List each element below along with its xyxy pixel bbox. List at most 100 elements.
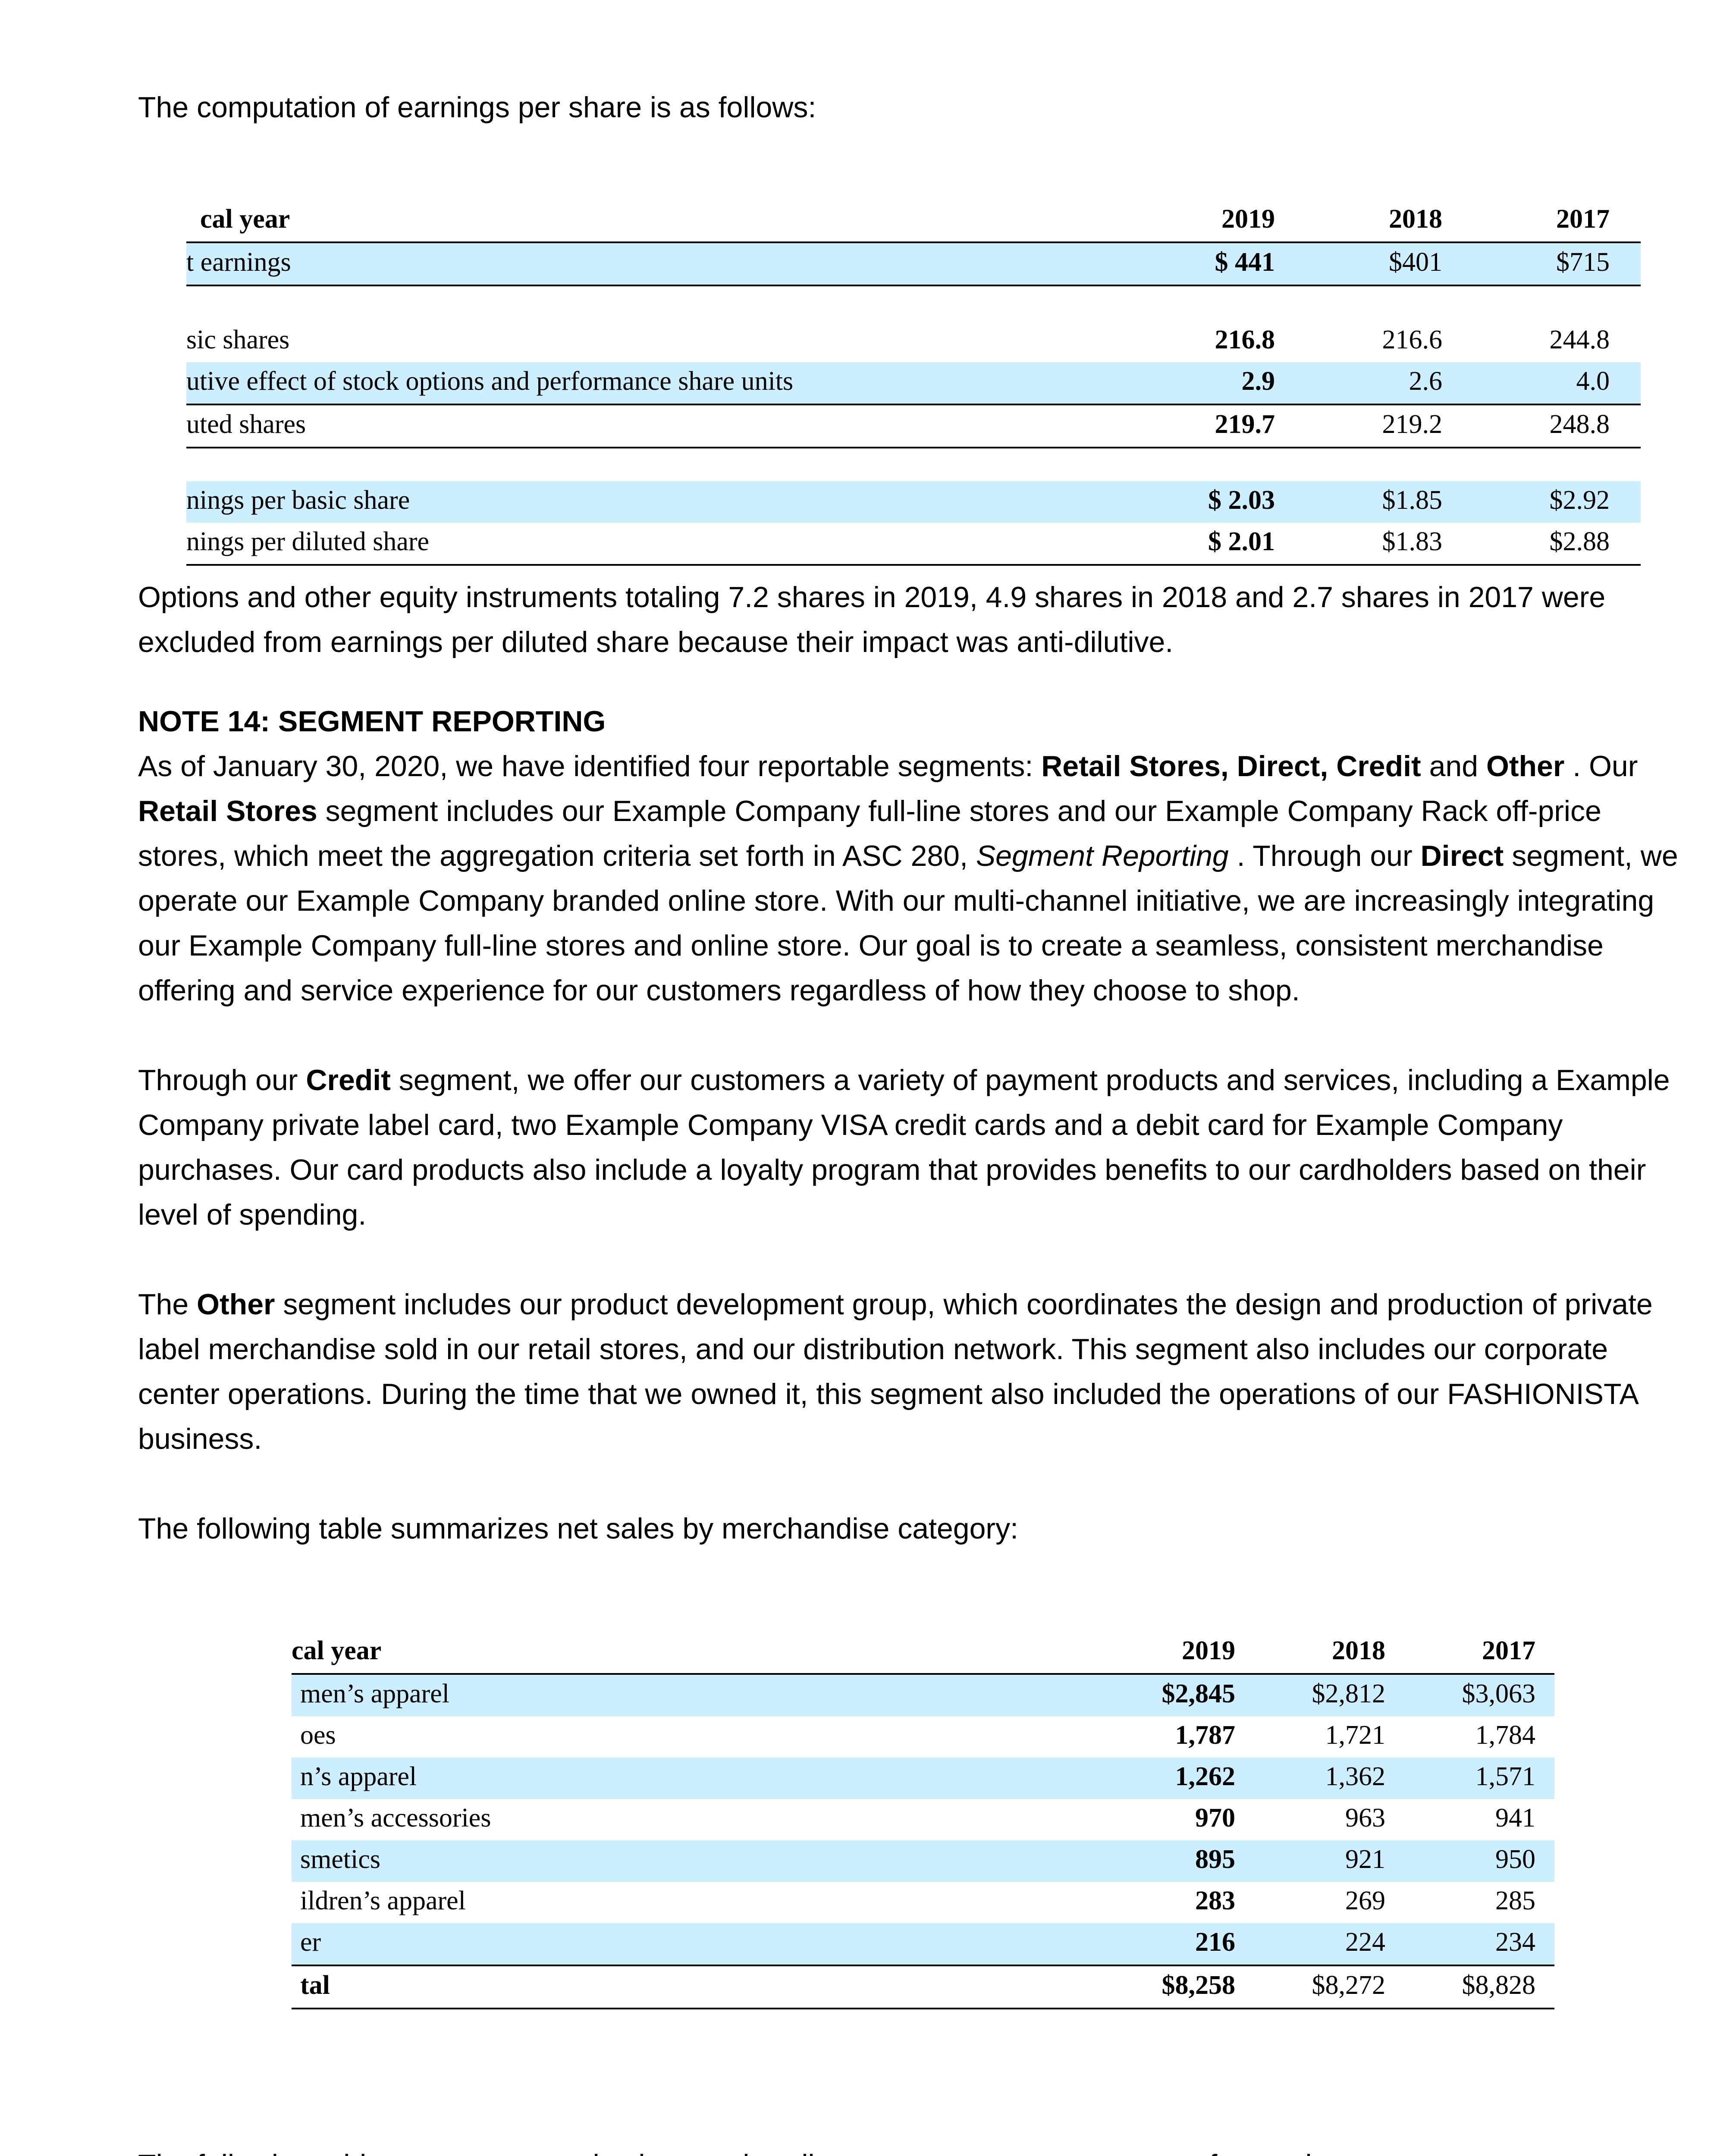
- eps-header-year-2019: 2019: [1108, 200, 1275, 243]
- value-cell: 1,721: [1325, 1721, 1386, 1751]
- table-row-dilutive-effect: utive effect of stock options and perfor…: [186, 361, 1641, 404]
- value-cell: $2,812: [1235, 1674, 1385, 1716]
- text-run-bold: Direct: [1420, 840, 1504, 873]
- value-cell: $8,272: [1235, 1965, 1385, 2009]
- value-cell: $3,063: [1385, 1674, 1554, 1716]
- note-14-heading: NOTE 14: SEGMENT REPORTING: [138, 705, 606, 738]
- table-row-eps-diluted: nings per diluted share $ 2.01 $1.83 $2.…: [186, 523, 1641, 566]
- net-sales-table: cal year 2019 2018 2017 men’s apparel $2…: [292, 1632, 1554, 2009]
- value-cell: $2.88: [1442, 523, 1641, 566]
- value-cell: 216.8: [1215, 325, 1275, 354]
- table-row-childrens-apparel: ildren’s apparel 283 269 285: [292, 1882, 1554, 1923]
- value-cell: 219.2: [1275, 404, 1442, 448]
- text-run: . Through our: [1228, 840, 1421, 873]
- table-row-diluted-shares: uted shares 219.7 219.2 248.8: [186, 404, 1641, 448]
- row-label: n’s apparel: [292, 1758, 1085, 1799]
- spacer-row: [186, 447, 1641, 481]
- eps-header-year-2017: 2017: [1442, 200, 1641, 243]
- value-cell: 244.8: [1549, 325, 1610, 354]
- value-cell: 216: [1085, 1923, 1235, 1966]
- value-cell: 950: [1385, 1840, 1554, 1882]
- percentage-intro-text: The following table presents our sales b…: [138, 2144, 1694, 2156]
- text-run: segment, we operate our Example Company …: [138, 840, 1678, 1007]
- table-row-other-category: er 216 224 234: [292, 1923, 1554, 1966]
- value-cell: $ 441: [1108, 242, 1275, 286]
- text-run-bold: Retail Stores, Direct, Credit: [1041, 750, 1421, 783]
- row-label: nings per basic share: [186, 481, 1108, 523]
- value-cell: 248.8: [1442, 404, 1641, 448]
- net-sales-intro-text: The following table summarizes net sales…: [138, 1513, 1018, 1545]
- anti-dilutive-note: Options and other equity instruments tot…: [138, 581, 1606, 659]
- row-label: nings per diluted share: [186, 523, 1108, 566]
- value-cell: 216.6: [1382, 325, 1443, 354]
- text-run-bold: Credit: [306, 1064, 391, 1097]
- text-run: As of January 30, 2020, we have identifi…: [138, 750, 1042, 783]
- spacer: [186, 447, 1641, 481]
- value-cell: 921: [1235, 1840, 1385, 1882]
- value-cell: 1,262: [1085, 1758, 1235, 1799]
- row-label: oes: [300, 1721, 336, 1751]
- value-cell: 2.9: [1108, 361, 1275, 404]
- text-run-italic: Segment Reporting: [976, 840, 1229, 873]
- text-run: . Our: [1564, 750, 1638, 783]
- value-cell: 283: [1195, 1887, 1235, 1916]
- row-label: men’s accessories: [300, 1804, 491, 1833]
- net-sales-header-row: cal year 2019 2018 2017: [292, 1632, 1554, 1675]
- eps-intro-text: The computation of earnings per share is…: [138, 91, 816, 124]
- value-cell: 1,571: [1385, 1758, 1554, 1799]
- other-paragraph: The Other segment includes our product d…: [138, 1283, 1694, 1463]
- text-run: segment, we offer our customers a variet…: [138, 1064, 1670, 1232]
- text-run: segment includes our product development…: [138, 1288, 1653, 1456]
- row-label: t earnings: [186, 242, 1108, 286]
- net-sales-header-year-2018: 2018: [1235, 1632, 1385, 1675]
- value-cell: $8,828: [1385, 1965, 1554, 2009]
- text-run: The: [138, 1288, 197, 1321]
- table-row-mens-apparel: n’s apparel 1,262 1,362 1,571: [292, 1758, 1554, 1799]
- value-cell: $ 2.03: [1108, 481, 1275, 523]
- row-label: men’s apparel: [292, 1674, 1085, 1716]
- row-label: ildren’s apparel: [300, 1887, 466, 1916]
- credit-paragraph: Through our Credit segment, we offer our…: [138, 1059, 1694, 1238]
- table-row-shoes: oes 1,787 1,721 1,784: [292, 1716, 1554, 1758]
- value-cell: $1.83: [1275, 523, 1442, 566]
- row-label: utive effect of stock options and perfor…: [186, 361, 1108, 404]
- table-row-womens-accessories: men’s accessories 970 963 941: [292, 1799, 1554, 1840]
- value-cell: 285: [1495, 1887, 1535, 1916]
- value-cell: 1,787: [1175, 1721, 1236, 1751]
- eps-table-header-row: cal year 2019 2018 2017: [186, 200, 1641, 243]
- net-sales-header-label: cal year: [292, 1632, 1085, 1675]
- eps-header-year-2018: 2018: [1275, 200, 1442, 243]
- table-row-cosmetics: smetics 895 921 950: [292, 1840, 1554, 1882]
- row-label: tal: [292, 1965, 1085, 2009]
- row-label: uted shares: [186, 404, 1108, 448]
- table-row-total: tal $8,258 $8,272 $8,828: [292, 1965, 1554, 2009]
- value-cell: 224: [1235, 1923, 1385, 1966]
- value-cell: 234: [1385, 1923, 1554, 1966]
- value-cell: 2.6: [1275, 361, 1442, 404]
- value-cell: 963: [1345, 1804, 1385, 1833]
- value-cell: $2,845: [1085, 1674, 1235, 1716]
- text-run: Through our: [138, 1064, 306, 1097]
- value-cell: 4.0: [1442, 361, 1641, 404]
- net-sales-header-year-2017: 2017: [1385, 1632, 1554, 1675]
- text-run-bold: Retail Stores: [138, 795, 317, 828]
- value-cell: 1,362: [1235, 1758, 1385, 1799]
- row-label: smetics: [292, 1840, 1085, 1882]
- text-run: and: [1421, 750, 1486, 783]
- text-run-bold: Other: [1486, 750, 1565, 783]
- spacer-row: [186, 285, 1641, 320]
- value-cell: $ 2.01: [1108, 523, 1275, 566]
- text-run-bold: Other: [197, 1288, 275, 1321]
- eps-table: cal year 2019 2018 2017 t earnings $ 441…: [186, 200, 1641, 566]
- text-run: segment includes our Example Company ful…: [138, 795, 1601, 873]
- table-row-net-earnings: t earnings $ 441 $401 $715: [186, 242, 1641, 286]
- value-cell: $2.92: [1442, 481, 1641, 523]
- value-cell: 1,784: [1475, 1721, 1536, 1751]
- value-cell: 970: [1195, 1804, 1235, 1833]
- value-cell: $8,258: [1085, 1965, 1235, 2009]
- row-label: sic shares: [186, 325, 290, 354]
- value-cell: $401: [1275, 242, 1442, 286]
- value-cell: $715: [1442, 242, 1641, 286]
- net-sales-header-year-2019: 2019: [1085, 1632, 1235, 1675]
